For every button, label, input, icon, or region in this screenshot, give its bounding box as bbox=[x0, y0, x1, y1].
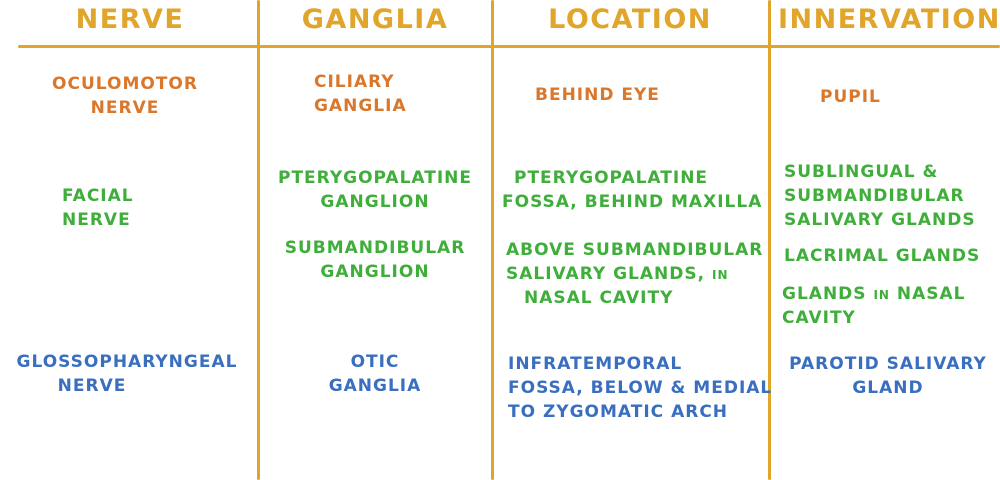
cell-location-infratemporal: INFRATEMPORAL FOSSA, BELOW & MEDIAL TO Z… bbox=[508, 352, 772, 424]
cell-line: GANGLION bbox=[320, 192, 430, 212]
cell-ganglia-submandibular: SUBMANDIBULAR GANGLION bbox=[262, 236, 488, 284]
cell-line: OTIC bbox=[350, 352, 400, 372]
cell-line: NERVE bbox=[62, 210, 131, 230]
cell-line: CILIARY bbox=[314, 72, 395, 92]
cell-line: INFRATEMPORAL bbox=[508, 354, 683, 374]
cell-nerve-facial: FACIAL NERVE bbox=[62, 184, 134, 232]
cell-line: NERVE bbox=[90, 98, 160, 118]
cell-line: FOSSA, BEHIND MAXILLA bbox=[502, 192, 763, 212]
cell-line: SALIVARY GLANDS, in bbox=[506, 264, 729, 284]
cell-line: TO ZYGOMATIC ARCH bbox=[508, 402, 729, 422]
cell-location-above-submandibular: ABOVE SUBMANDIBULAR SALIVARY GLANDS, in … bbox=[506, 238, 763, 310]
cell-innervation-sublingual: SUBLINGUAL & SUBMANDIBULAR SALIVARY GLAN… bbox=[784, 160, 976, 232]
column-divider-3 bbox=[768, 0, 771, 480]
cell-line: GLANDS in NASAL bbox=[782, 284, 966, 304]
cell-line: PTERYGOPALATINE bbox=[277, 168, 473, 188]
header-nerve: NERVE bbox=[75, 4, 185, 35]
cell-line: GANGLIA bbox=[314, 96, 407, 116]
column-divider-2 bbox=[491, 0, 494, 480]
cell-location-pterygopalatine-fossa: PTERYGOPALATINE FOSSA, BEHIND MAXILLA bbox=[502, 166, 762, 214]
cell-line: LACRIMAL GLANDS bbox=[784, 246, 981, 266]
cell-nerve-oculomotor: OCULOMOTOR NERVE bbox=[20, 72, 230, 120]
cell-line: GANGLIA bbox=[328, 376, 422, 396]
cell-line: GLOSSOPHARYNGEAL bbox=[16, 352, 238, 372]
cell-innervation-pupil: PUPIL bbox=[820, 85, 881, 109]
cell-ganglia-ciliary: CILIARY GANGLIA bbox=[314, 70, 407, 118]
cell-innervation-nasal: GLANDS in NASAL CAVITY bbox=[782, 282, 966, 330]
cell-line: FOSSA, BELOW & MEDIAL bbox=[508, 378, 773, 398]
cell-line: SUBLINGUAL & bbox=[784, 162, 939, 182]
cell-line: PAROTID SALIVARY bbox=[789, 354, 987, 374]
cell-line: FACIAL bbox=[62, 186, 134, 206]
cell-location-behind-eye: BEHIND EYE bbox=[535, 83, 660, 107]
cell-line: NERVE bbox=[57, 376, 127, 396]
header-location: LOCATION bbox=[548, 4, 712, 35]
header-innervation: INNERVATION bbox=[778, 4, 1000, 35]
cell-line: SUBMANDIBULAR bbox=[784, 186, 965, 206]
cell-innervation-parotid: PAROTID SALIVARY GLAND bbox=[776, 352, 1000, 400]
cell-line: NASAL CAVITY bbox=[524, 288, 674, 308]
cell-line: SUBMANDIBULAR bbox=[284, 238, 466, 258]
cell-line: CAVITY bbox=[782, 308, 856, 328]
cell-line: PUPIL bbox=[820, 87, 881, 107]
cell-nerve-glossopharyngeal: GLOSSOPHARYNGEAL NERVE bbox=[4, 350, 250, 398]
header-ganglia: GANGLIA bbox=[301, 4, 449, 35]
cell-line: GANGLION bbox=[320, 262, 430, 282]
cell-ganglia-otic: OTIC GANGLIA bbox=[262, 350, 488, 398]
cell-line: PTERYGOPALATINE bbox=[514, 168, 709, 188]
cell-innervation-lacrimal: LACRIMAL GLANDS bbox=[784, 244, 980, 268]
column-divider-1 bbox=[257, 0, 260, 480]
cell-line: SALIVARY GLANDS bbox=[784, 210, 976, 230]
cell-line: GLAND bbox=[852, 378, 924, 398]
cell-line: BEHIND EYE bbox=[535, 85, 660, 105]
cell-line: ABOVE SUBMANDIBULAR bbox=[506, 240, 764, 260]
cell-line: OCULOMOTOR bbox=[52, 74, 198, 94]
cell-ganglia-pterygopalatine: PTERYGOPALATINE GANGLION bbox=[262, 166, 488, 214]
header-divider bbox=[18, 45, 1000, 48]
